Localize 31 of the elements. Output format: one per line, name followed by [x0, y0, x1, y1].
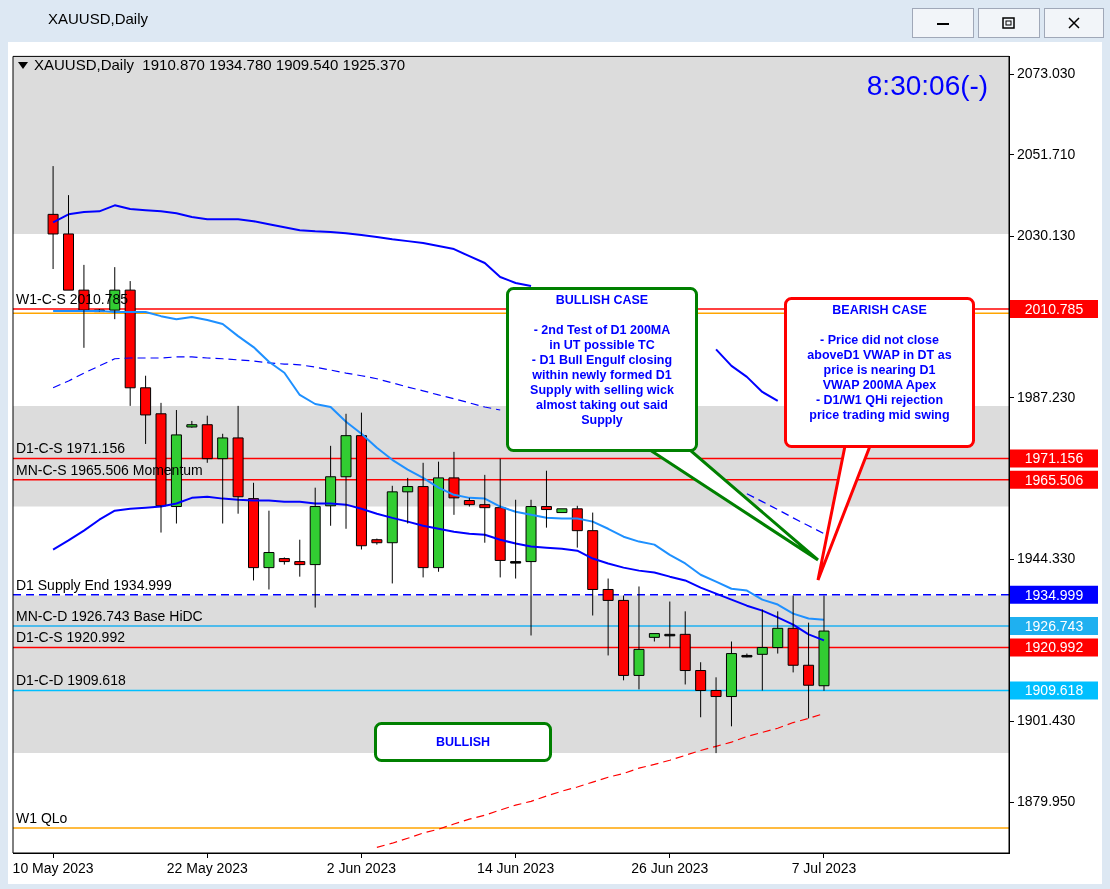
y-tick-label: 2051.710 — [1017, 145, 1076, 162]
x-tick-label: 14 Jun 2023 — [477, 860, 555, 877]
x-tick-label: 22 May 2023 — [166, 860, 248, 877]
ref-line-label: D1 Supply End 1934.999 — [16, 576, 172, 593]
y-tick-label: 2073.030 — [1017, 65, 1076, 82]
text: 2010.785 — [1024, 300, 1084, 317]
y-tick-label: 1944.330 — [1017, 550, 1076, 567]
chart-subtitle: XAUUSD,Daily 1910.870 1934.780 1909.540 1925.370 — [34, 56, 406, 73]
text: 1909.618 — [1024, 682, 1084, 699]
text: 1934.999 — [1024, 586, 1084, 603]
ref-line-label: MN-C-D 1926.743 Base HiDC — [16, 607, 203, 624]
x-tick-label: 7 Jul 2023 — [791, 860, 857, 877]
text: 1971.156 — [1024, 450, 1084, 467]
chart-title: XAUUSD,Daily — [48, 10, 149, 27]
x-tick-label: 10 May 2023 — [12, 860, 94, 877]
y-tick-label: 1879.950 — [1017, 793, 1076, 810]
y-tick-label: 1987.230 — [1017, 388, 1076, 405]
x-tick-label: 26 Jun 2023 — [631, 860, 709, 877]
ref-line-label: D1-C-S 1971.156 — [16, 440, 126, 457]
x-tick-label: 2 Jun 2023 — [326, 860, 397, 877]
y-tick-label: 1901.430 — [1017, 712, 1076, 729]
annotation: BULLISH — [435, 734, 491, 749]
ref-line-label: W1 QLo — [16, 809, 68, 826]
text: 1920.992 — [1024, 639, 1084, 656]
text: 1926.743 — [1024, 617, 1084, 634]
y-tick-label: 2030.130 — [1017, 226, 1076, 243]
candlestick — [63, 194, 75, 291]
text: 8:30:06(-) — [865, 70, 990, 102]
ref-line-label: D1-C-S 1920.992 — [16, 629, 126, 646]
ref-line-label: D1-C-D 1909.618 — [16, 672, 126, 689]
text: 1965.506 — [1024, 471, 1084, 488]
